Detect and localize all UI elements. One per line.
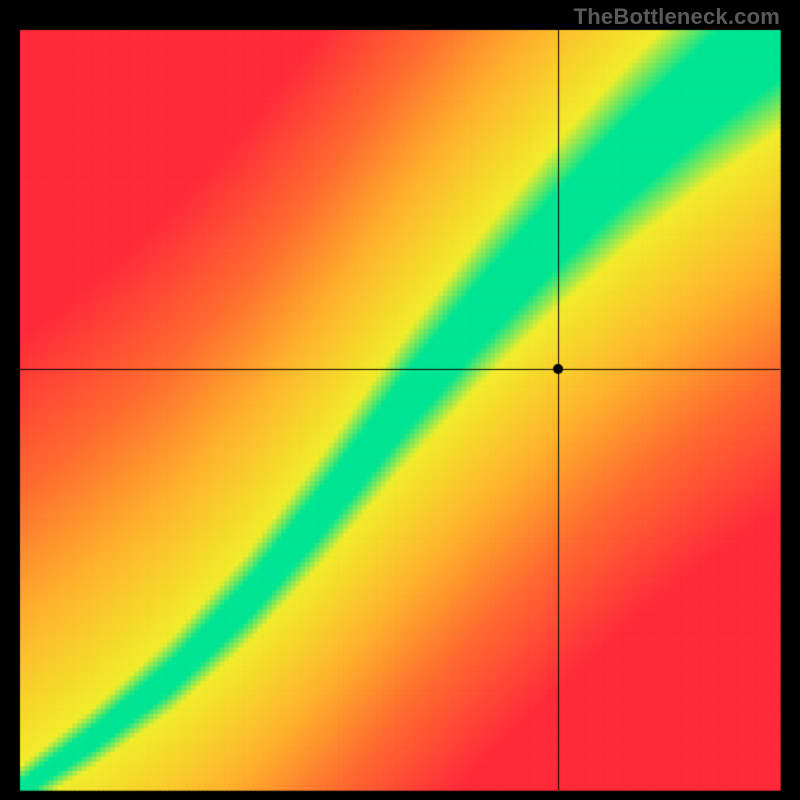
bottleneck-heatmap	[0, 0, 800, 800]
watermark: TheBottleneck.com	[574, 4, 780, 30]
